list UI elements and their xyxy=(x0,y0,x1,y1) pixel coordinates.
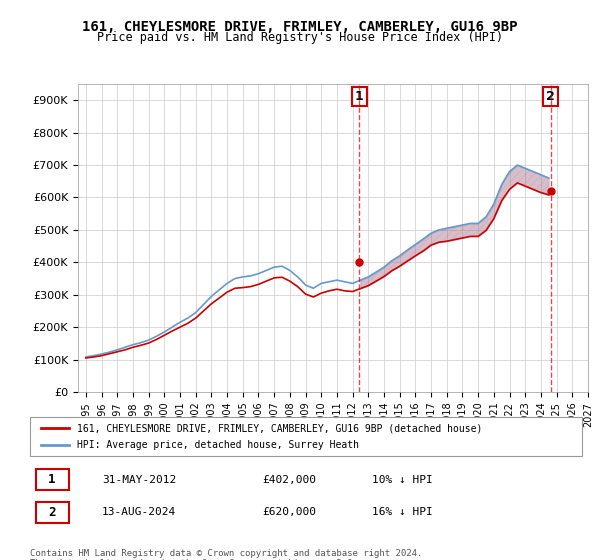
Text: 161, CHEYLESMORE DRIVE, FRIMLEY, CAMBERLEY, GU16 9BP (detached house): 161, CHEYLESMORE DRIVE, FRIMLEY, CAMBERL… xyxy=(77,423,482,433)
Text: £620,000: £620,000 xyxy=(262,507,316,517)
Text: Contains HM Land Registry data © Crown copyright and database right 2024.
This d: Contains HM Land Registry data © Crown c… xyxy=(30,549,422,560)
FancyBboxPatch shape xyxy=(30,417,582,456)
Text: 31-MAY-2012: 31-MAY-2012 xyxy=(102,475,176,485)
Text: 10% ↓ HPI: 10% ↓ HPI xyxy=(372,475,433,485)
Text: 13-AUG-2024: 13-AUG-2024 xyxy=(102,507,176,517)
Text: HPI: Average price, detached house, Surrey Heath: HPI: Average price, detached house, Surr… xyxy=(77,440,359,450)
FancyBboxPatch shape xyxy=(35,502,68,523)
Text: 1: 1 xyxy=(49,473,56,487)
Text: 1: 1 xyxy=(355,90,364,103)
Text: Price paid vs. HM Land Registry's House Price Index (HPI): Price paid vs. HM Land Registry's House … xyxy=(97,31,503,44)
Text: 2: 2 xyxy=(546,90,555,103)
Text: 2: 2 xyxy=(49,506,56,519)
Text: 16% ↓ HPI: 16% ↓ HPI xyxy=(372,507,433,517)
FancyBboxPatch shape xyxy=(35,469,68,491)
Text: £402,000: £402,000 xyxy=(262,475,316,485)
Text: 161, CHEYLESMORE DRIVE, FRIMLEY, CAMBERLEY, GU16 9BP: 161, CHEYLESMORE DRIVE, FRIMLEY, CAMBERL… xyxy=(82,20,518,34)
